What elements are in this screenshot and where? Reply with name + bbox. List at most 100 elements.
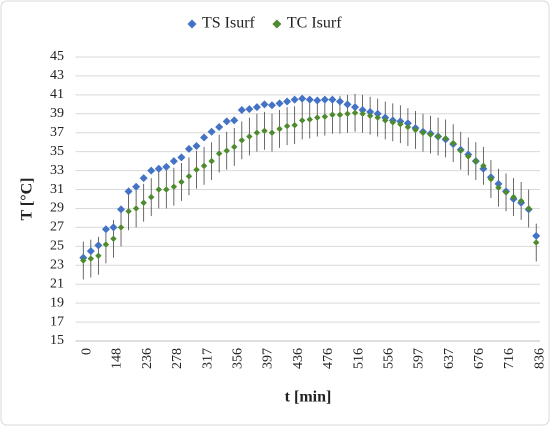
data-point (169, 157, 178, 166)
data-point (404, 123, 412, 131)
data-point (253, 129, 261, 136)
x-tick-label: 637 (442, 348, 457, 369)
data-point (95, 252, 102, 259)
data-point (283, 122, 291, 130)
x-tick-label: 676 (472, 348, 487, 369)
data-point (275, 99, 284, 108)
data-point (276, 125, 283, 133)
y-tick-label: 39 (50, 106, 64, 121)
data-point (419, 129, 427, 136)
data-point (305, 95, 314, 104)
data-point (434, 133, 442, 140)
data-point (366, 107, 375, 116)
data-point (101, 225, 110, 234)
data-point (132, 182, 141, 191)
data-point (200, 162, 208, 170)
data-point (193, 166, 200, 173)
data-point (472, 157, 480, 165)
data-point (299, 117, 306, 124)
data-point (230, 116, 239, 125)
data-point (139, 174, 148, 183)
data-point (525, 205, 532, 212)
data-point (335, 97, 344, 106)
legend-marker (272, 19, 282, 29)
y-tick-label: 31 (50, 182, 64, 197)
data-point (200, 133, 209, 142)
data-point (185, 173, 193, 180)
data-point (480, 162, 487, 170)
data-point (298, 94, 307, 103)
data-point (358, 106, 367, 115)
data-point (178, 178, 185, 186)
data-point (208, 157, 215, 165)
y-tick-label: 41 (50, 87, 64, 102)
data-point (320, 95, 329, 104)
data-point (344, 110, 351, 117)
y-axis-title: T [°C] (19, 178, 36, 221)
x-tick-label: 476 (321, 348, 336, 369)
data-point (184, 144, 193, 153)
x-tick-label: 317 (200, 348, 215, 369)
data-point (306, 116, 313, 123)
y-tick-label: 21 (50, 276, 64, 291)
x-tick-label: 516 (351, 348, 366, 369)
data-point (162, 162, 171, 171)
legend-label: TC Isurf (287, 15, 342, 32)
data-point (215, 150, 223, 157)
data-point (329, 111, 336, 118)
data-point (328, 95, 337, 104)
data-point (94, 241, 103, 250)
data-point (314, 114, 321, 121)
data-point (268, 129, 276, 136)
data-point (132, 205, 140, 212)
data-point (110, 235, 117, 242)
x-tick-label: 397 (261, 348, 276, 369)
y-tick-label: 27 (50, 220, 64, 235)
data-point (351, 109, 359, 117)
data-point (283, 97, 292, 106)
data-point (343, 100, 352, 109)
y-tick-label: 43 (50, 68, 64, 83)
x-tick-label: 556 (381, 348, 396, 369)
data-point (148, 193, 155, 201)
data-point (117, 205, 126, 214)
data-point (373, 109, 382, 118)
x-tick-label: 0 (79, 348, 94, 355)
data-point (124, 187, 133, 196)
data-point (87, 255, 95, 262)
y-tick-label: 37 (50, 125, 64, 140)
x-tick-label: 836 (532, 348, 547, 369)
data-point (442, 135, 449, 142)
data-point (102, 241, 110, 248)
data-point (412, 126, 419, 134)
data-point (223, 147, 230, 154)
x-tick-label: 597 (412, 348, 427, 369)
x-tick-label: 716 (502, 348, 517, 369)
x-axis-title: t [min] (285, 389, 332, 406)
y-tick-label: 35 (50, 144, 64, 159)
data-point (252, 103, 261, 112)
y-tick-label: 23 (50, 257, 64, 272)
data-point (177, 153, 186, 162)
data-point (155, 186, 162, 193)
data-point (207, 127, 216, 136)
data-point (532, 231, 541, 240)
data-point (260, 100, 269, 109)
y-tick-label: 29 (50, 201, 64, 216)
data-point (359, 110, 366, 117)
legend-marker (187, 19, 197, 29)
legend-label: TS Isurf (202, 15, 256, 32)
data-point (117, 224, 125, 231)
data-point (494, 179, 503, 188)
x-tick-label: 148 (110, 348, 125, 369)
data-point (487, 175, 495, 183)
data-point (261, 127, 268, 135)
data-point (192, 141, 201, 150)
data-point (382, 117, 389, 124)
x-tick-label: 278 (170, 348, 185, 369)
data-point (163, 186, 170, 193)
data-point (533, 239, 540, 246)
data-point (147, 166, 156, 175)
